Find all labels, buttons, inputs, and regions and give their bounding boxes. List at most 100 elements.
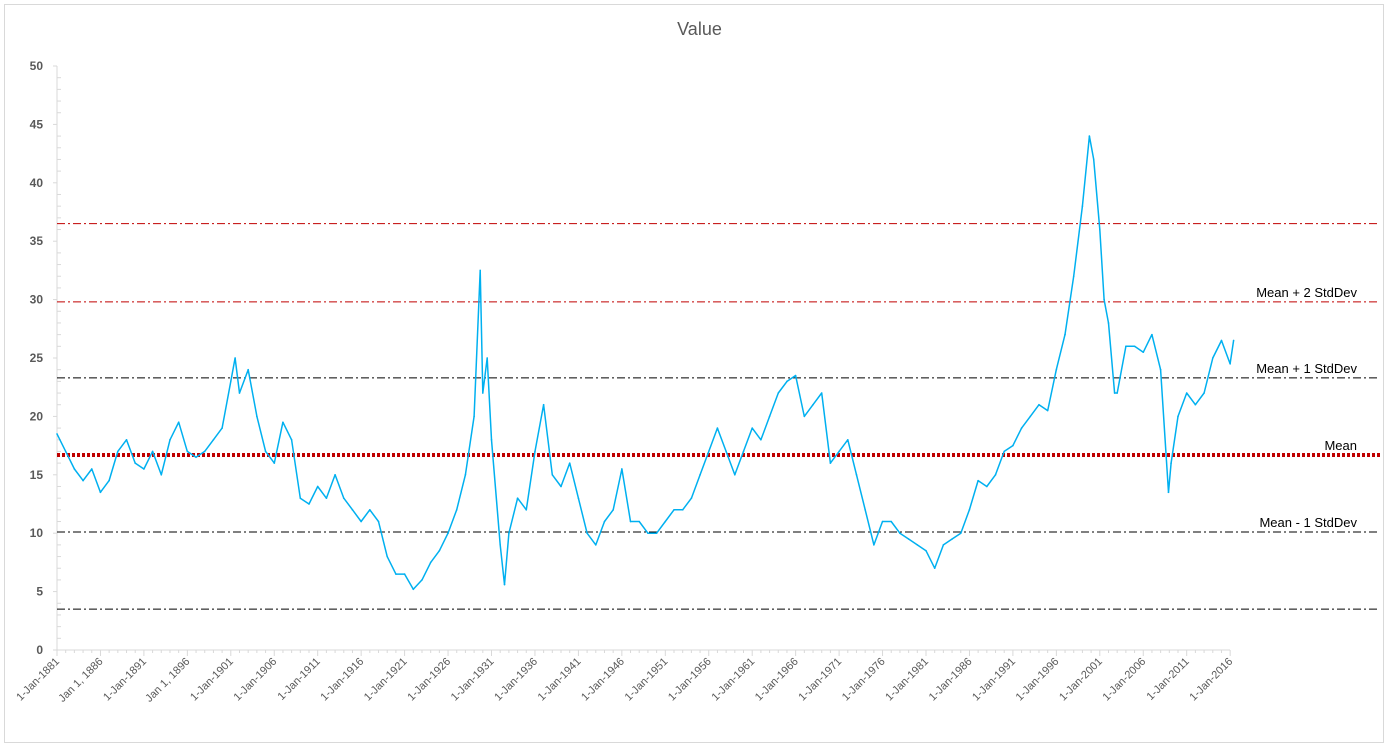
data-point [716,427,719,429]
data-point [90,468,93,470]
data-point [403,573,406,575]
data-point [690,497,693,499]
data-point [664,520,667,523]
data-point [1116,392,1118,394]
data-point [551,474,554,476]
data-point [386,555,389,558]
data-point [186,450,189,453]
data-point [1099,228,1101,231]
series-line [56,135,1235,591]
x-tick-label: 1-Jan-1941 [536,656,584,704]
data-point [212,438,215,441]
data-point [1229,363,1231,365]
data-point [534,450,536,453]
reference-line-label: Mean [1324,438,1357,453]
data-point [377,520,380,523]
y-tick-label: 5 [36,585,43,599]
y-tick-label: 0 [36,643,43,657]
data-point [479,269,482,272]
data-point [1203,392,1205,394]
data-point [316,485,319,488]
data-point [1020,427,1023,429]
x-tick-label: 1-Jan-1981 [883,656,931,704]
data-point [447,532,449,534]
data-point [742,450,745,453]
data-point [56,433,58,435]
data-point [369,509,371,511]
data-point [820,392,823,394]
x-tick-label: 1-Jan-1961 [709,656,757,704]
data-point [1211,357,1214,359]
data-point [1029,415,1032,418]
data-point [629,520,632,523]
data-point [838,450,840,453]
data-point [699,474,701,476]
data-point [108,479,110,482]
data-point [864,509,866,511]
data-point [412,588,415,591]
data-point [560,485,562,488]
data-point [1055,368,1058,371]
data-point [1185,392,1188,394]
data-point [1194,403,1197,406]
data-point [395,573,397,575]
data-point [1133,345,1136,348]
data-point [873,544,875,546]
data-point [925,549,927,552]
data-point [342,497,345,499]
data-point [760,438,762,441]
x-tick-label: 1-Jan-1996 [1014,656,1062,704]
x-tick-label: 1-Jan-1966 [753,656,801,704]
y-tick-label: 35 [30,234,44,248]
data-point [786,380,788,383]
data-point [734,474,736,476]
data-point [143,468,145,470]
reference-line-label: Mean + 2 StdDev [1256,285,1357,300]
data-point [586,532,588,534]
data-point [1151,333,1153,336]
data-point [899,532,901,534]
data-point [64,450,67,453]
data-point [351,509,354,511]
data-point [655,532,658,534]
data-point [125,438,128,441]
data-point [1092,158,1095,161]
data-point [151,450,154,453]
data-point [360,520,362,523]
reference-line-label: Mean + 1 StdDev [1256,361,1357,376]
data-point [933,567,936,570]
data-point [473,415,475,418]
data-point [916,544,919,546]
data-point [234,357,236,359]
data-point [421,579,423,581]
x-tick-label: 1-Jan-2001 [1057,656,1105,704]
x-tick-label: 1-Jan-2016 [1187,656,1235,704]
data-point [117,450,119,453]
data-point [681,509,684,511]
data-point [812,403,814,406]
data-point [803,415,806,418]
data-point [177,421,180,424]
data-point [577,497,580,499]
data-point [160,474,163,476]
data-point [768,415,771,418]
chart-frame [4,4,1384,743]
data-point [951,538,953,540]
data-point [273,462,276,464]
data-point [464,474,467,476]
data-point [942,544,945,546]
data-point [959,532,962,534]
data-point [264,450,267,453]
x-tick-label: 1-Jan-1951 [623,656,671,704]
y-tick-label: 45 [30,117,44,131]
x-tick-label: 1-Jan-1976 [840,656,888,704]
data-point [282,421,284,424]
data-point [203,450,206,453]
x-tick-label: 1-Jan-2006 [1101,656,1149,704]
x-tick-label: 1-Jan-1971 [796,656,844,704]
data-point [169,438,171,441]
data-point [568,462,571,464]
data-point [195,456,197,459]
data-point [308,503,310,505]
